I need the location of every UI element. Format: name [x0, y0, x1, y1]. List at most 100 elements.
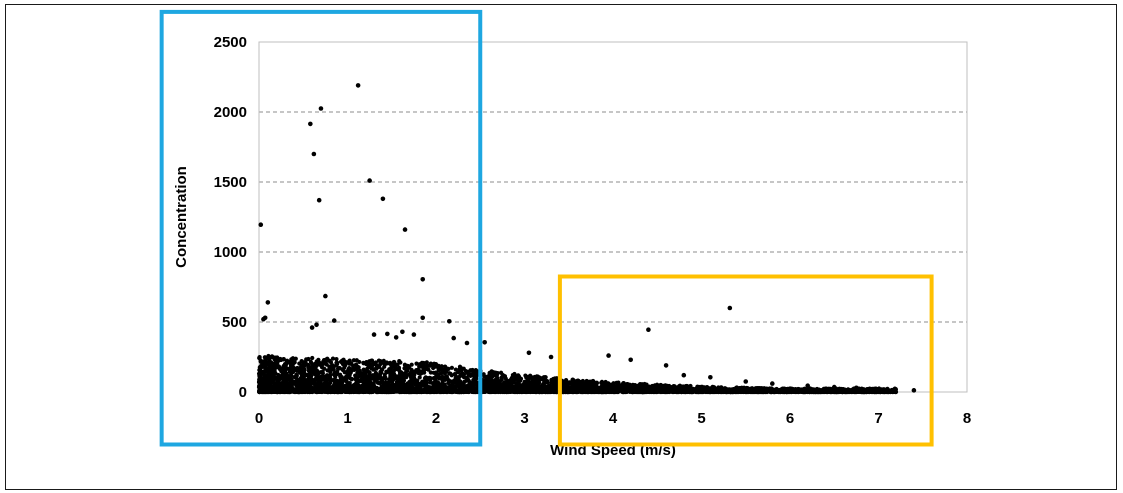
- data-point: [718, 386, 723, 391]
- data-point: [621, 381, 626, 386]
- data-point: [569, 388, 574, 394]
- data-point: [911, 388, 917, 393]
- data-point: [434, 371, 439, 376]
- data-point: [369, 366, 374, 371]
- data-point: [331, 318, 337, 323]
- data-point: [291, 380, 296, 386]
- data-point: [314, 322, 319, 328]
- data-point: [309, 325, 315, 330]
- data-point: [428, 361, 433, 366]
- data-point: [483, 389, 488, 394]
- data-point: [660, 385, 666, 390]
- data-point: [420, 379, 425, 384]
- data-point: [322, 389, 327, 394]
- data-point: [344, 384, 349, 389]
- data-point: [306, 356, 311, 362]
- data-point: [402, 366, 407, 371]
- data-point: [415, 378, 420, 383]
- data-point: [546, 389, 551, 395]
- data-point: [261, 316, 266, 322]
- data-point: [344, 370, 349, 375]
- data-point: [273, 364, 278, 370]
- data-point: [262, 365, 268, 370]
- data-point: [364, 369, 369, 374]
- data-point: [305, 363, 310, 368]
- data-point: [346, 366, 351, 372]
- data-point: [594, 389, 600, 395]
- data-point: [399, 370, 404, 375]
- data-point: [537, 377, 543, 382]
- data-point: [572, 381, 577, 386]
- data-point: [308, 121, 313, 127]
- data-point: [405, 389, 410, 394]
- data-point: [523, 389, 528, 395]
- data-point: [842, 389, 848, 394]
- data-point: [470, 389, 475, 395]
- data-point: [526, 350, 532, 356]
- data-point: [397, 389, 402, 395]
- data-point: [283, 362, 289, 367]
- data-point: [287, 377, 292, 383]
- data-point: [314, 370, 319, 375]
- data-point: [289, 384, 294, 389]
- data-point: [355, 83, 361, 88]
- data-point: [299, 377, 304, 382]
- data-point: [893, 389, 898, 395]
- data-point: [505, 378, 510, 383]
- data-point: [388, 374, 393, 379]
- data-point: [715, 389, 720, 394]
- data-point: [382, 364, 387, 369]
- data-point: [347, 380, 352, 386]
- data-point: [402, 227, 408, 232]
- data-point: [550, 378, 555, 383]
- data-point: [334, 360, 340, 365]
- data-point: [681, 372, 687, 378]
- data-point: [545, 379, 550, 384]
- data-point: [405, 368, 410, 373]
- data-point: [424, 360, 429, 365]
- data-point: [732, 389, 737, 394]
- data-point: [330, 356, 336, 361]
- data-point: [296, 381, 301, 387]
- data-point: [353, 373, 358, 378]
- data-point: [502, 374, 508, 379]
- data-point: [489, 388, 495, 393]
- data-point: [282, 374, 287, 379]
- data-point: [384, 360, 389, 365]
- data-point: [257, 367, 262, 373]
- data-point: [565, 389, 570, 394]
- data-point: [727, 305, 733, 311]
- data-point: [853, 388, 858, 393]
- data-point: [481, 372, 486, 377]
- data-point: [269, 354, 275, 359]
- data-point: [414, 367, 419, 373]
- data-point: [262, 355, 267, 360]
- gridlines: [259, 41, 967, 323]
- data-point: [282, 386, 287, 392]
- data-point: [449, 365, 455, 370]
- data-point: [265, 300, 271, 305]
- data-point: [542, 381, 547, 386]
- data-point: [347, 358, 352, 363]
- data-point: [411, 332, 417, 337]
- data-point: [420, 315, 426, 321]
- data-point: [363, 381, 368, 386]
- data-point: [367, 362, 372, 367]
- data-point: [655, 384, 660, 389]
- data-point: [821, 389, 826, 394]
- data-point: [320, 370, 325, 375]
- data-point: [606, 353, 611, 358]
- data-point: [517, 377, 522, 383]
- data-point: [316, 197, 322, 203]
- data-point: [548, 354, 554, 360]
- data-point: [530, 382, 535, 388]
- data-point: [385, 331, 390, 337]
- data-point: [275, 386, 280, 391]
- data-point: [344, 376, 349, 381]
- data-point: [332, 370, 337, 375]
- data-point: [328, 386, 334, 391]
- data-point: [311, 151, 317, 157]
- data-point: [313, 364, 319, 369]
- data-point: [444, 374, 449, 379]
- data-point: [778, 389, 783, 395]
